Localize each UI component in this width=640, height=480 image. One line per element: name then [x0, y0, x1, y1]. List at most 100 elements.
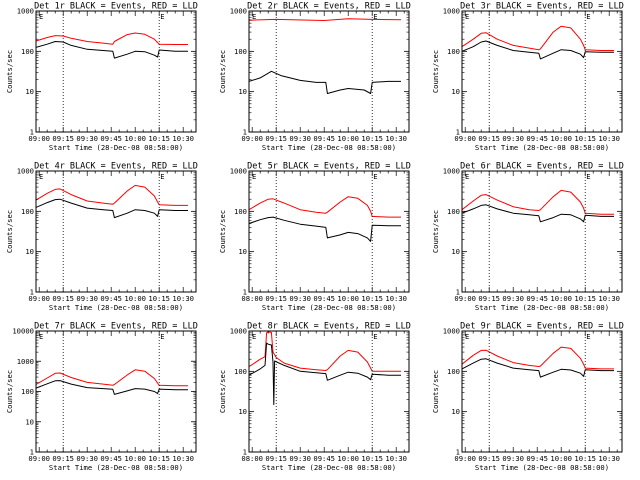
x-tick-label: 10:00 [550, 454, 572, 463]
x-axis-label: Start Time (28-Dec-08 08:58:00) [262, 303, 396, 312]
y-tick-label: 1000 [443, 327, 460, 336]
x-axis-label: Start Time (28-Dec-08 08:58:00) [475, 143, 609, 152]
x-tick-label: 09:00 [454, 294, 476, 303]
x-tick-label: 09:30 [502, 294, 524, 303]
marker-label: E [252, 172, 256, 181]
event-rate-line [35, 41, 188, 59]
x-tick-label: 09:30 [289, 294, 311, 303]
x-tick-label: 10:15 [361, 294, 383, 303]
y-tick-label: 10 [25, 247, 34, 256]
plot-frame [461, 10, 623, 133]
x-tick-label: 08:00 [241, 294, 263, 303]
y-tick-label: 1000 [230, 167, 247, 176]
y-axis-label: Counts/sec [5, 50, 14, 93]
x-tick-label: 10:15 [361, 454, 383, 463]
x-axis-label: Start Time (28-Dec-08 08:58:00) [262, 463, 396, 472]
x-axis-label: Start Time (28-Dec-08 08:58:00) [262, 143, 396, 152]
x-tick-label: 10:15 [574, 134, 596, 143]
x-tick-label: 10:30 [598, 454, 620, 463]
x-axis-label: Start Time (28-Dec-08 08:58:00) [49, 143, 183, 152]
x-tick-label: 09:30 [289, 454, 311, 463]
x-tick-label: 09:15 [265, 134, 287, 143]
marker-label: E [373, 332, 377, 341]
panel-title: Det 6r BLACK = Events, RED = LLD [460, 162, 624, 172]
x-tick-label: 09:00 [28, 294, 50, 303]
plot-frame [248, 330, 410, 453]
x-tick-label: 09:45 [526, 294, 548, 303]
y-tick-label: 100 [447, 367, 460, 376]
marker-label: E [160, 12, 164, 21]
y-tick-label: 10000 [12, 327, 34, 336]
marker-label: E [39, 332, 43, 341]
plot-frame [461, 170, 623, 293]
event-rate-line [248, 70, 401, 94]
x-tick-label: 10:15 [574, 454, 596, 463]
x-axis-label: Start Time (28-Dec-08 08:58:00) [475, 303, 609, 312]
lld-rate-line [35, 32, 188, 45]
panel-title: Det 4r BLACK = Events, RED = LLD [34, 162, 198, 172]
lld-rate-line [461, 346, 614, 370]
x-tick-label: 09:15 [478, 454, 500, 463]
x-tick-label: 09:45 [313, 294, 335, 303]
panel-title: Det 9r BLACK = Events, RED = LLD [460, 322, 624, 332]
marker-label: E [465, 12, 469, 21]
x-tick-label: 10:30 [385, 134, 407, 143]
x-tick-label: 09:15 [265, 294, 287, 303]
y-tick-label: 100 [234, 367, 247, 376]
marker-label: E [160, 172, 164, 181]
x-tick-label: 10:00 [124, 134, 146, 143]
y-axis-label: Counts/sec [5, 370, 14, 413]
x-tick-label: 09:00 [28, 454, 50, 463]
x-tick-label: 10:30 [598, 134, 620, 143]
panel-title: Det 3r BLACK = Events, RED = LLD [460, 2, 624, 12]
x-tick-label: 10:00 [337, 454, 359, 463]
plot-frame [35, 170, 197, 293]
y-axis-label: Counts/sec [218, 50, 227, 93]
panel-title: Det 8r BLACK = Events, RED = LLD [247, 322, 411, 332]
y-tick-label: 10 [25, 87, 34, 96]
marker-label: E [160, 332, 164, 341]
y-tick-label: 1000 [17, 7, 34, 16]
y-tick-label: 1 [243, 448, 247, 457]
x-tick-label: 09:00 [241, 134, 263, 143]
panel-title: Det 5r BLACK = Events, RED = LLD [247, 162, 411, 172]
lld-rate-line [461, 189, 614, 215]
y-tick-label: 100 [447, 47, 460, 56]
y-tick-label: 1 [243, 288, 247, 297]
x-tick-label: 09:45 [100, 294, 122, 303]
lld-rate-line [35, 369, 188, 387]
x-tick-label: 10:15 [148, 134, 170, 143]
y-tick-label: 1000 [230, 327, 247, 336]
marker-label: E [465, 332, 469, 341]
plot-frame [248, 10, 410, 133]
y-tick-label: 1 [456, 448, 460, 457]
lld-rate-line [461, 25, 614, 51]
event-rate-line [35, 198, 188, 219]
x-tick-label: 09:30 [502, 134, 524, 143]
lld-rate-line [248, 196, 401, 218]
panel-title: Det 7r BLACK = Events, RED = LLD [34, 322, 198, 332]
y-axis-label: Counts/sec [218, 370, 227, 413]
x-tick-label: 09:45 [313, 134, 335, 143]
x-axis-label: Start Time (28-Dec-08 08:58:00) [49, 463, 183, 472]
plot-frame [461, 330, 623, 453]
event-rate-line [248, 216, 401, 242]
y-tick-label: 10 [451, 247, 460, 256]
marker-label: E [252, 332, 256, 341]
x-tick-label: 09:15 [52, 294, 74, 303]
x-tick-label: 09:00 [454, 134, 476, 143]
y-axis-label: Counts/sec [431, 370, 440, 413]
y-axis-label: Counts/sec [431, 210, 440, 253]
marker-label: E [586, 12, 590, 21]
y-tick-label: 10 [451, 407, 460, 416]
x-tick-label: 09:45 [526, 134, 548, 143]
y-tick-label: 1000 [17, 167, 34, 176]
x-tick-label: 10:15 [574, 294, 596, 303]
lld-rate-line [35, 184, 188, 206]
